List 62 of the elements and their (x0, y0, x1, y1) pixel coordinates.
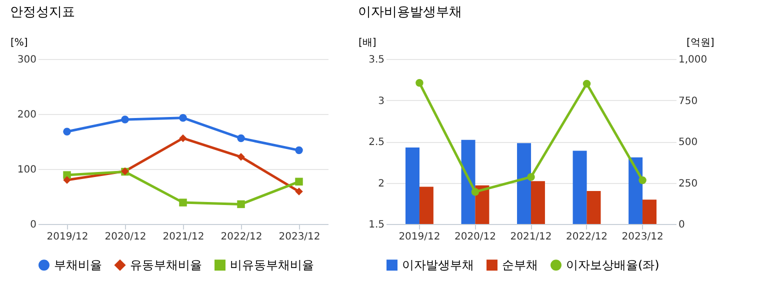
bar (530, 181, 545, 224)
point (179, 198, 187, 206)
point (237, 200, 245, 208)
legend-label: 부채비율 (54, 258, 102, 272)
y2-axis-title: [억원] (686, 38, 714, 48)
y-tick-label: 200 (17, 110, 36, 120)
bar (628, 157, 643, 224)
point (63, 176, 71, 184)
point (295, 146, 303, 154)
y-tick-label: 0 (30, 220, 36, 230)
point (121, 116, 129, 124)
point (471, 188, 480, 196)
y-tick-label: 100 (17, 164, 36, 176)
bar (572, 150, 587, 224)
legend-label: 순부채 (502, 258, 538, 272)
x-tick-label: 2020/12 (454, 232, 496, 242)
bar (475, 185, 490, 224)
point (179, 114, 187, 122)
legend-label: 유동부채비율 (130, 258, 202, 272)
y-tick-label: 3.5 (368, 54, 384, 66)
bar (419, 186, 434, 224)
legend-label: 이자발생부채 (402, 258, 474, 272)
point (295, 188, 303, 196)
point (179, 134, 187, 142)
y-tick-label: 3 (378, 96, 384, 107)
legend-label: 비유동부채비율 (230, 258, 314, 272)
point (237, 134, 245, 142)
y-tick-label: 300 (17, 54, 36, 66)
y-axis-title: [배] (358, 38, 376, 48)
point (237, 153, 245, 161)
y2-tick-label: 750 (678, 96, 698, 107)
point (295, 178, 303, 186)
bar (586, 191, 601, 224)
y2-tick-label: 1,000 (678, 54, 708, 66)
bar (405, 147, 420, 224)
y2-tick-label: 250 (678, 178, 698, 190)
y-axis-title: [%] (10, 38, 28, 48)
bar (517, 143, 532, 224)
y2-tick-label: 500 (678, 137, 698, 148)
point (63, 128, 71, 136)
bar (461, 140, 476, 224)
x-tick-label: 2019/12 (398, 232, 440, 242)
point (527, 173, 535, 181)
y-tick-label: 2.5 (368, 137, 384, 148)
legend-label: 이자보상배율(좌) (566, 258, 660, 272)
x-tick-label: 2023/12 (622, 232, 664, 242)
x-tick-label: 2021/12 (510, 232, 552, 242)
point (582, 80, 591, 88)
x-tick-label: 2022/12 (566, 232, 608, 242)
x-tick-label: 2020/12 (104, 232, 146, 242)
x-tick-label: 2023/12 (278, 232, 320, 242)
chart-title: 이자비용발생부채 (358, 5, 462, 20)
y-tick-label: 2 (378, 178, 384, 190)
x-tick-label: 2022/12 (220, 232, 262, 242)
y-tick-label: 1.5 (368, 220, 384, 230)
x-tick-label: 2021/12 (162, 232, 204, 242)
chart-title: 안정성지표 (10, 5, 75, 20)
point (416, 79, 424, 87)
y2-tick-label: 0 (678, 220, 685, 230)
x-tick-label: 2019/12 (46, 232, 88, 242)
point (638, 176, 646, 184)
bar (642, 200, 657, 224)
